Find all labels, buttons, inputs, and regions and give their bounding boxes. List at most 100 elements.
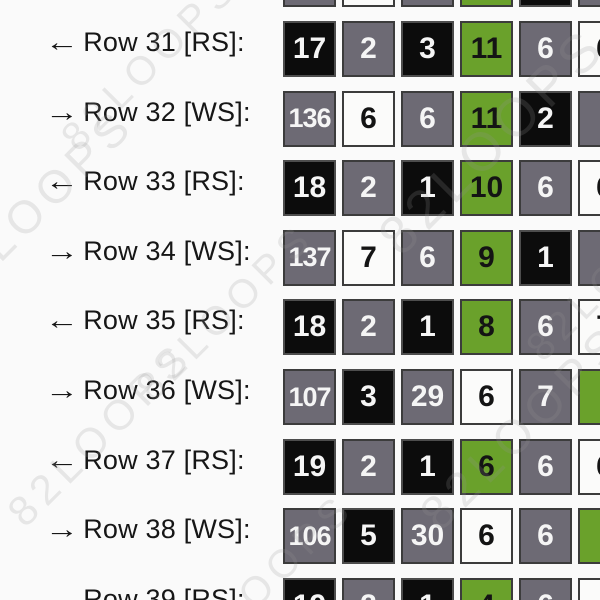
- stitch-cell: 6: [460, 508, 513, 565]
- stitch-cells: 1821867: [283, 299, 600, 356]
- stitch-cell: 136: [283, 90, 336, 147]
- pattern-row: → Row 38 [WS]: 106 5 30 6 6: [0, 508, 600, 565]
- stitch-count: 3: [419, 32, 436, 65]
- stitch-cell: [578, 508, 600, 565]
- stitch-count: 6: [419, 101, 436, 135]
- row-label-text: Row 35 [RS]:: [83, 305, 245, 336]
- stitch-cell: 11: [460, 21, 513, 77]
- stitch-count: 29: [410, 380, 445, 413]
- stitch-count: 6: [537, 171, 554, 205]
- stitch-cell: 2: [342, 299, 395, 356]
- stitch-count: 136: [288, 103, 331, 134]
- row-label: ← Row 37 [RS]:: [45, 432, 245, 488]
- row-label-text: Row 37 [RS]:: [83, 444, 245, 475]
- stitch-cells: 106 5 30 6 6: [283, 508, 600, 565]
- stitch-cells: 19 2 1 6 6 6: [283, 438, 600, 495]
- stitch-count: 6: [596, 32, 600, 66]
- ws-right-arrow-icon: →: [45, 96, 80, 127]
- stitch-cell: [578, 577, 600, 600]
- rs-left-arrow-icon: ←: [45, 166, 80, 197]
- row-label-text: Row 31 [RS]:: [83, 27, 245, 57]
- rs-left-arrow-icon: ←: [45, 583, 80, 600]
- row-label: ← Row 35 [RS]:: [45, 292, 245, 348]
- stitch-cell: 6: [578, 438, 600, 495]
- pattern-row: [0, 0, 600, 8]
- stitch-count: 6: [537, 310, 554, 344]
- stitch-cells: 137 7 6 9 1: [283, 229, 600, 286]
- stitch-count: 18: [292, 171, 327, 205]
- pattern-row: → Row 32 [WS]: 136 6 6 11 2: [0, 90, 600, 147]
- stitch-cell: [578, 229, 600, 286]
- stitch-cell: [283, 0, 336, 8]
- stitch-count: 11: [470, 101, 503, 135]
- row-label-text: Row 36 [WS]:: [83, 375, 251, 405]
- rs-left-arrow-icon: ←: [45, 27, 80, 57]
- row-label-text: Row 38 [WS]:: [83, 514, 251, 545]
- stitch-cell: 4: [460, 577, 513, 600]
- stitch-count: 2: [360, 449, 377, 483]
- stitch-cell: 30: [401, 508, 454, 565]
- stitch-count: 19: [293, 589, 326, 600]
- stitch-cell: 7: [342, 229, 395, 286]
- stitch-cell: 17: [283, 21, 336, 77]
- stitch-count: 7: [360, 240, 377, 274]
- stitch-count: 7: [537, 380, 554, 413]
- stitch-count: 8: [478, 310, 495, 344]
- stitch-count: 4: [478, 589, 495, 600]
- stitch-cell: 5: [342, 508, 395, 565]
- stitch-count: 7: [596, 310, 600, 344]
- stitch-cell: 19: [283, 577, 336, 600]
- stitch-cell: 1: [401, 160, 454, 217]
- stitch-count: 17: [292, 32, 327, 65]
- row-label: ← Row 33 [RS]:: [45, 153, 245, 209]
- pattern-row: → Row 36 [WS]: 107 3 29 6 7: [0, 369, 600, 425]
- ws-right-arrow-icon: →: [45, 375, 80, 405]
- stitch-count: 10: [469, 171, 504, 205]
- row-label-text: Row 39 [RS]:: [83, 583, 245, 600]
- stitch-count: 18: [292, 310, 327, 344]
- stitch-cell: 6: [578, 160, 600, 217]
- row-label: → Row 32 [WS]:: [45, 84, 251, 140]
- stitch-cell: [578, 0, 600, 8]
- stitch-count: 9: [478, 240, 495, 274]
- stitch-count: 3: [360, 380, 377, 413]
- row-label: → Row 36 [WS]:: [45, 362, 251, 418]
- stitch-cell: 6: [519, 577, 572, 600]
- stitch-cell: [519, 0, 572, 8]
- stitch-cell: 6: [519, 299, 572, 356]
- pattern-row: ←Row 33 [RS]: 18 2 1 10 6 6: [0, 160, 600, 217]
- stitch-count: 1: [419, 171, 436, 205]
- row-label-text: Row 32 [WS]:: [83, 96, 251, 127]
- stitch-cell: 2: [519, 90, 572, 147]
- ws-right-arrow-icon: →: [45, 235, 80, 266]
- stitch-cell: 1: [401, 299, 454, 356]
- pattern-row: ←Row 35 [RS]:1821867: [0, 299, 600, 356]
- stitch-cell: 18: [283, 299, 336, 356]
- stitch-cell: 6: [519, 160, 572, 217]
- stitch-cell: 6: [578, 21, 600, 77]
- stitch-cell: 137: [283, 229, 336, 286]
- stitch-cell: [460, 0, 513, 8]
- stitch-count: 6: [537, 519, 554, 553]
- stitch-count: 6: [419, 240, 436, 274]
- stitch-count: 137: [288, 242, 331, 273]
- stitch-count: 6: [596, 450, 600, 484]
- stitch-cell: 1: [519, 229, 572, 286]
- stitch-cell: [401, 0, 454, 8]
- stitch-count: 5: [360, 519, 377, 553]
- stitch-cell: 6: [519, 508, 572, 565]
- stitch-count: 6: [478, 380, 495, 413]
- stitch-cell: 2: [342, 438, 395, 495]
- row-label-text: Row 34 [WS]:: [83, 235, 251, 266]
- stitch-cell: 2: [342, 21, 395, 77]
- stitch-count: 107: [288, 381, 331, 412]
- stitch-cell: 2: [342, 577, 395, 600]
- stitch-cell: 7: [519, 369, 572, 425]
- stitch-count: 6: [537, 589, 554, 600]
- stitch-cell: 18: [283, 160, 336, 217]
- stitch-cell: 8: [460, 299, 513, 356]
- row-label: → Row 34 [WS]:: [45, 223, 251, 279]
- stitch-cell: 1: [401, 438, 454, 495]
- stitch-cells: 18 2 1 10 6 6: [283, 160, 600, 217]
- stitch-count: 1: [419, 310, 436, 344]
